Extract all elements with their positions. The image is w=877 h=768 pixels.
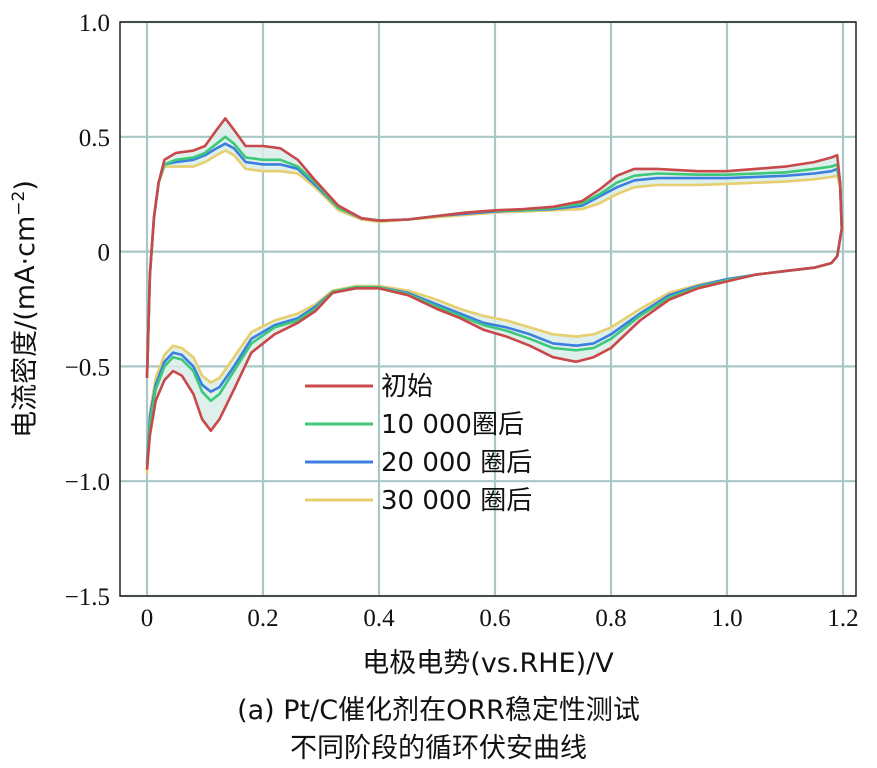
y-tick-label: 0.5 xyxy=(79,125,110,152)
curves xyxy=(145,117,844,475)
anodic-band-fill xyxy=(147,118,842,378)
cv-chart: 0 0.2 0.4 0.6 0.8 1.0 1.2 1.00.50−0.5−1.0−1.5 … xyxy=(9,10,859,679)
y-axis-label-sup: −2 xyxy=(9,191,29,216)
grid-lines xyxy=(120,20,856,598)
legend-label-2: 20 000 圈后 xyxy=(381,448,532,478)
x-tick-label: 0 xyxy=(141,605,154,632)
x-axis-label: 电极电势(vs.RHE)/V xyxy=(362,648,614,679)
x-tick-label: 0.6 xyxy=(479,605,510,632)
y-tick-label: 0 xyxy=(98,240,111,267)
figure-caption-line2: 不同阶段的循环伏安曲线 xyxy=(290,733,587,764)
x-tick-label: 0.4 xyxy=(363,605,395,632)
y-tick-label: −0.5 xyxy=(65,354,110,381)
y-tick-labels: 1.0 0.5 0 −0.5 −1.0 −1.5 xyxy=(65,10,110,611)
plot-background xyxy=(120,22,856,596)
x-tick-label: 1.0 xyxy=(711,605,742,632)
plot-frame xyxy=(119,21,857,597)
curve-fills xyxy=(147,118,842,475)
legend-label-1: 10 000圈后 xyxy=(381,410,524,440)
x-tick-label: 0.2 xyxy=(247,605,278,632)
y-tick-label: −1.5 xyxy=(65,584,110,611)
x-tick-label: 0.8 xyxy=(595,605,626,632)
y-axis-label: 电流密度/(mA·cm−2) xyxy=(9,180,41,438)
legend-label-3: 30 000 圈后 xyxy=(381,486,532,516)
x-tick-label: 1.2 xyxy=(827,605,858,632)
legend: 初始 10 000圈后 20 000 圈后 30 000 圈后 xyxy=(305,372,532,516)
y-tick-label: 1.0 xyxy=(79,10,110,37)
y-axis-label-main: 电流密度/(mA·cm xyxy=(10,216,41,438)
legend-label-0: 初始 xyxy=(381,372,433,402)
y-axis-label-end: ) xyxy=(10,180,41,191)
y-tick-label: −1.0 xyxy=(65,469,110,496)
figure-caption-line1: (a) Pt/C催化剂在ORR稳定性测试 xyxy=(237,695,640,726)
x-tick-labels: 0 0.2 0.4 0.6 0.8 1.0 1.2 xyxy=(141,605,859,632)
series-line-0 xyxy=(145,117,844,470)
